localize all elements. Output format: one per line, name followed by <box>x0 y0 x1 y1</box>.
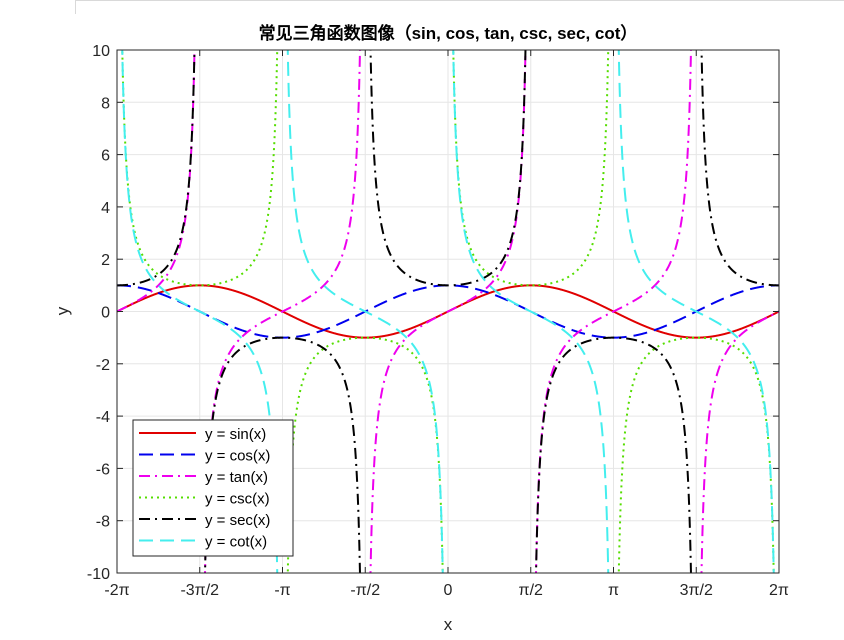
x-tick-label: π/2 <box>519 582 543 599</box>
x-tick-label: -2π <box>104 582 129 599</box>
series-line-cot <box>121 50 775 573</box>
x-tick-label: -π/2 <box>350 582 380 599</box>
series-layer <box>117 50 779 573</box>
x-tick-label: -3π/2 <box>180 582 219 599</box>
legend-label-sin: y = sin(x) <box>205 426 266 443</box>
series-line-cos <box>117 284 779 339</box>
tick-marks <box>116 49 780 574</box>
x-tick-label: 3π/2 <box>680 582 713 599</box>
legend-box <box>132 419 294 557</box>
y-tick-label: 0 <box>101 305 110 322</box>
legend: y = sin(x) y = cos(x) y = tan(x) y = csc(x)… <box>132 419 294 557</box>
y-axis-label: y <box>53 306 72 315</box>
y-tick-label: -6 <box>96 461 110 478</box>
y-tick-label: 6 <box>101 148 110 165</box>
series-line-tan <box>117 50 779 573</box>
figure-left-border <box>75 0 76 14</box>
legend-label-cos: y = cos(x) <box>205 448 270 465</box>
y-tick-label: 10 <box>92 43 110 60</box>
y-tick-label: -8 <box>96 514 110 531</box>
legend-label-cot: y = cot(x) <box>205 534 267 551</box>
y-tick-label: 8 <box>101 95 110 112</box>
x-axis-label: x <box>444 615 453 634</box>
legend-label-tan: y = tan(x) <box>205 469 268 486</box>
x-tick-label: 0 <box>444 582 453 599</box>
y-tick-label: -10 <box>87 566 110 583</box>
chart-title: 常见三角函数图像（sin, cos, tan, csc, sec, cot） <box>259 23 638 43</box>
series-line-sec <box>117 50 779 573</box>
tick-labels: -2π -3π/2 -π -π/2 0 π/2 π 3π/2 2π 10 8 6 4 2 0 -2 -4 -6 -8… <box>87 43 789 599</box>
x-tick-label: π <box>608 582 619 599</box>
x-tick-label: -π <box>274 582 290 599</box>
y-tick-label: 4 <box>101 200 110 217</box>
y-tick-label: -2 <box>96 357 110 374</box>
x-tick-label: 2π <box>769 582 789 599</box>
legend-label-sec: y = sec(x) <box>205 512 270 529</box>
y-tick-label: -4 <box>96 409 110 426</box>
legend-label-csc: y = csc(x) <box>205 491 270 508</box>
figure-top-border <box>75 0 844 1</box>
y-tick-label: 2 <box>101 252 110 269</box>
